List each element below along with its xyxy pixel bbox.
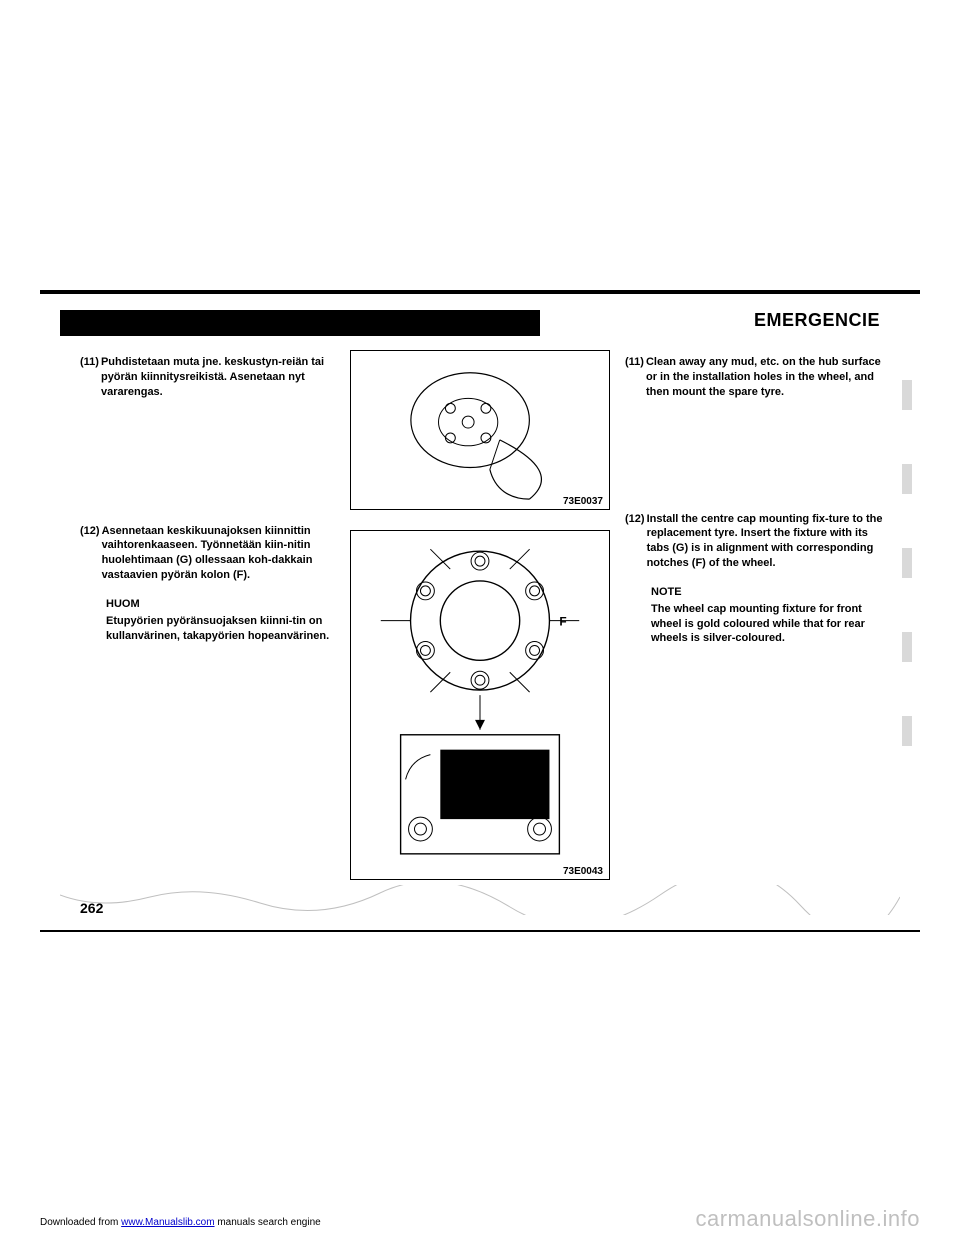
- right-item-12-text: Install the centre cap mounting fix-ture…: [645, 512, 885, 571]
- download-prefix: Downloaded from: [40, 1217, 121, 1228]
- right-column: (11) Clean away any mud, etc. on the hub…: [625, 355, 885, 664]
- rule-top: [40, 290, 920, 294]
- left-item-12-number: (12): [80, 524, 100, 583]
- right-note-heading: NOTE: [651, 585, 885, 600]
- download-link[interactable]: www.Manualslib.com: [121, 1217, 214, 1228]
- right-item-12-number: (12): [625, 512, 645, 571]
- left-item-11-text: Puhdistetaan muta jne. keskustyn-reiän t…: [99, 355, 335, 400]
- left-note-text: Etupyörien pyöränsuojaksen kiinni-tin on…: [106, 614, 335, 644]
- right-item-12: (12) Install the centre cap mounting fix…: [625, 512, 885, 571]
- left-note: HUOM Etupyörien pyöränsuojaksen kiinni-t…: [106, 597, 335, 644]
- figure-hub: 73E0037: [350, 350, 610, 510]
- figure-cap: F 73E0043: [350, 530, 610, 880]
- figure-hub-svg: [351, 351, 609, 509]
- download-attribution: Downloaded from www.Manualslib.com manua…: [40, 1217, 321, 1228]
- watermark: carmanualsonline.info: [695, 1206, 920, 1232]
- section-heading: EMERGENCIE: [754, 310, 880, 331]
- left-item-12-text: Asennetaan keskikuunajoksen kiinnittin v…: [100, 524, 335, 583]
- left-note-heading: HUOM: [106, 597, 335, 612]
- rule-bottom: [40, 930, 920, 932]
- page-torn-edge: [60, 885, 900, 915]
- left-item-12: (12) Asennetaan keskikuunajoksen kiinnit…: [80, 524, 335, 583]
- thumb-index-tabs: [902, 380, 912, 800]
- figure-cap-mark-f: F: [559, 615, 566, 629]
- download-suffix: manuals search engine: [217, 1217, 320, 1228]
- left-column: (11) Puhdistetaan muta jne. keskustyn-re…: [80, 355, 335, 661]
- header-mask-bar: [60, 310, 540, 336]
- right-note: NOTE The wheel cap mounting fixture for …: [651, 585, 885, 646]
- figure-hub-label: 73E0037: [561, 496, 605, 507]
- right-item-11: (11) Clean away any mud, etc. on the hub…: [625, 355, 885, 400]
- right-note-text: The wheel cap mounting fixture for front…: [651, 602, 885, 647]
- figure-cap-svg: F: [351, 531, 609, 879]
- left-item-11-number: (11): [80, 355, 99, 400]
- figure-cap-label: 73E0043: [561, 866, 605, 877]
- right-item-11-text: Clean away any mud, etc. on the hub surf…: [644, 355, 885, 400]
- right-item-11-number: (11): [625, 355, 644, 400]
- left-item-11: (11) Puhdistetaan muta jne. keskustyn-re…: [80, 355, 335, 400]
